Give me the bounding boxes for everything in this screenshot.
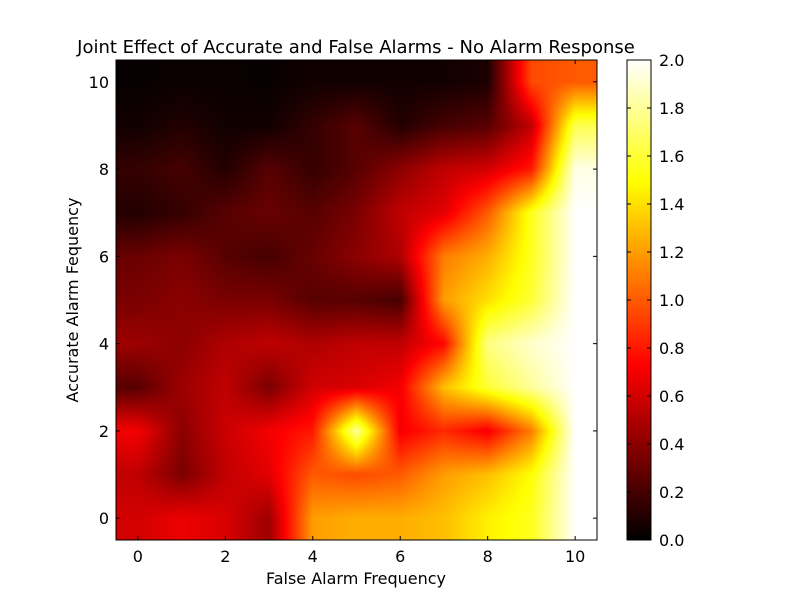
colorbar: 0.0 0.2 0.4 0.6 0.8 1.0 1.2 1.4 1.6 1.8 2.0 [626, 51, 684, 550]
colorbar-tick-label: 1.4 [659, 195, 684, 214]
chart-title: Joint Effect of Accurate and False Alarm… [76, 37, 635, 58]
colorbar-ticks: 0.0 0.2 0.4 0.6 0.8 1.0 1.2 1.4 1.6 1.8 2.0 [627, 51, 684, 550]
y-tick-label: 6 [99, 247, 109, 266]
x-tick-label: 0 [133, 547, 143, 566]
colorbar-tick-label: 0.0 [659, 531, 684, 550]
y-tick-label: 2 [99, 422, 109, 441]
x-tick-label: 4 [308, 547, 318, 566]
y-axis-label: Accurate Alarm Fequency [63, 198, 82, 403]
y-axis-ticks: 0 2 4 6 8 10 [89, 73, 597, 528]
y-tick-label: 10 [89, 73, 109, 92]
colorbar-tick-label: 2.0 [659, 51, 684, 70]
colorbar-tick-label: 0.8 [659, 339, 684, 358]
colorbar-tick-label: 1.8 [659, 99, 684, 118]
x-tick-label: 8 [483, 547, 493, 566]
heatmap-image [116, 60, 597, 540]
y-tick-label: 4 [99, 335, 109, 354]
x-axis-label: False Alarm Frequency [266, 569, 446, 588]
y-tick-label: 0 [99, 509, 109, 528]
heatmap-plot-area: 0 2 4 6 8 10 0 2 4 6 8 10 [89, 59, 598, 566]
x-tick-label: 10 [565, 547, 585, 566]
y-tick-label: 8 [99, 160, 109, 179]
colorbar-tick-label: 1.2 [659, 243, 684, 262]
colorbar-tick-label: 1.6 [659, 147, 684, 166]
x-axis-ticks: 0 2 4 6 8 10 [133, 60, 585, 566]
colorbar-tick-label: 1.0 [659, 291, 684, 310]
colorbar-tick-label: 0.4 [659, 435, 684, 454]
x-tick-label: 6 [395, 547, 405, 566]
colorbar-tick-label: 0.2 [659, 483, 684, 502]
plot-frame [115, 59, 598, 541]
colorbar-tick-label: 0.6 [659, 387, 684, 406]
x-tick-label: 2 [220, 547, 230, 566]
